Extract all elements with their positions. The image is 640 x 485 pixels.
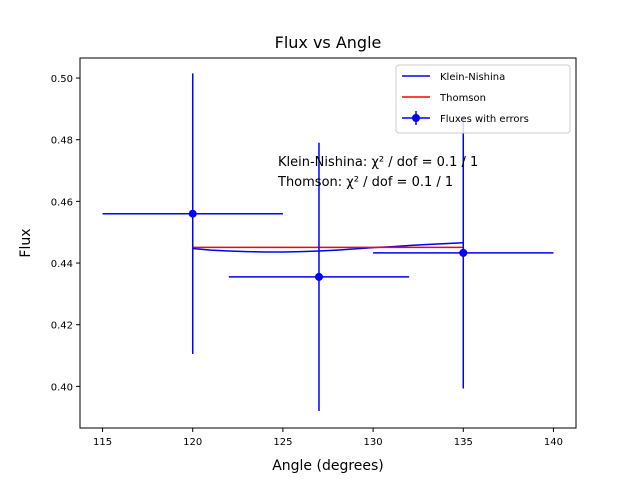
flux-errorbars xyxy=(102,73,554,412)
y-axis-title: Flux xyxy=(18,228,34,257)
y-tick-label: 0.46 xyxy=(51,197,73,208)
x-tick-label: 125 xyxy=(273,437,292,448)
x-tick-label: 130 xyxy=(364,437,383,448)
flux-point xyxy=(188,209,197,218)
series-line-klein-nishina xyxy=(192,241,464,253)
x-tick-label: 120 xyxy=(183,437,202,448)
y-tick-label: 0.44 xyxy=(51,259,73,270)
chi-square-annotations: Klein-Nishina: χ² / dof = 0.1 / 1 Thomso… xyxy=(277,155,478,190)
legend-box xyxy=(395,64,571,134)
annotation-klein-nishina: Klein-Nishina: χ² / dof = 0.1 / 1 xyxy=(278,155,478,170)
x-tick-label: 140 xyxy=(544,437,563,448)
plot-frame xyxy=(79,57,577,429)
x-tick-label: 115 xyxy=(93,437,112,448)
chart-title: Flux vs Angle xyxy=(275,33,382,52)
legend: Klein-Nishina Thomson Fluxes with errors xyxy=(395,64,571,134)
legend-swatch-marker xyxy=(412,114,420,122)
legend-label-klein-nishina: Klein-Nishina xyxy=(440,72,505,83)
x-tick-label: 135 xyxy=(454,437,473,448)
y-tick-label: 0.40 xyxy=(51,382,73,393)
model-lines xyxy=(192,241,464,253)
annotation-thomson: Thomson: χ² / dof = 0.1 / 1 xyxy=(277,175,453,190)
legend-label-thomson: Thomson xyxy=(439,93,486,104)
y-axis: 0.40 0.42 0.44 0.46 0.48 0.50 xyxy=(51,74,80,393)
x-axis: 115 120 125 130 135 140 xyxy=(93,428,563,448)
flux-point xyxy=(314,272,323,281)
x-axis-title: Angle (degrees) xyxy=(272,458,384,474)
flux-point xyxy=(459,248,468,257)
legend-label-fluxes: Fluxes with errors xyxy=(440,114,529,125)
y-tick-label: 0.50 xyxy=(51,74,73,85)
y-tick-label: 0.42 xyxy=(51,321,73,332)
y-tick-label: 0.48 xyxy=(51,136,73,147)
